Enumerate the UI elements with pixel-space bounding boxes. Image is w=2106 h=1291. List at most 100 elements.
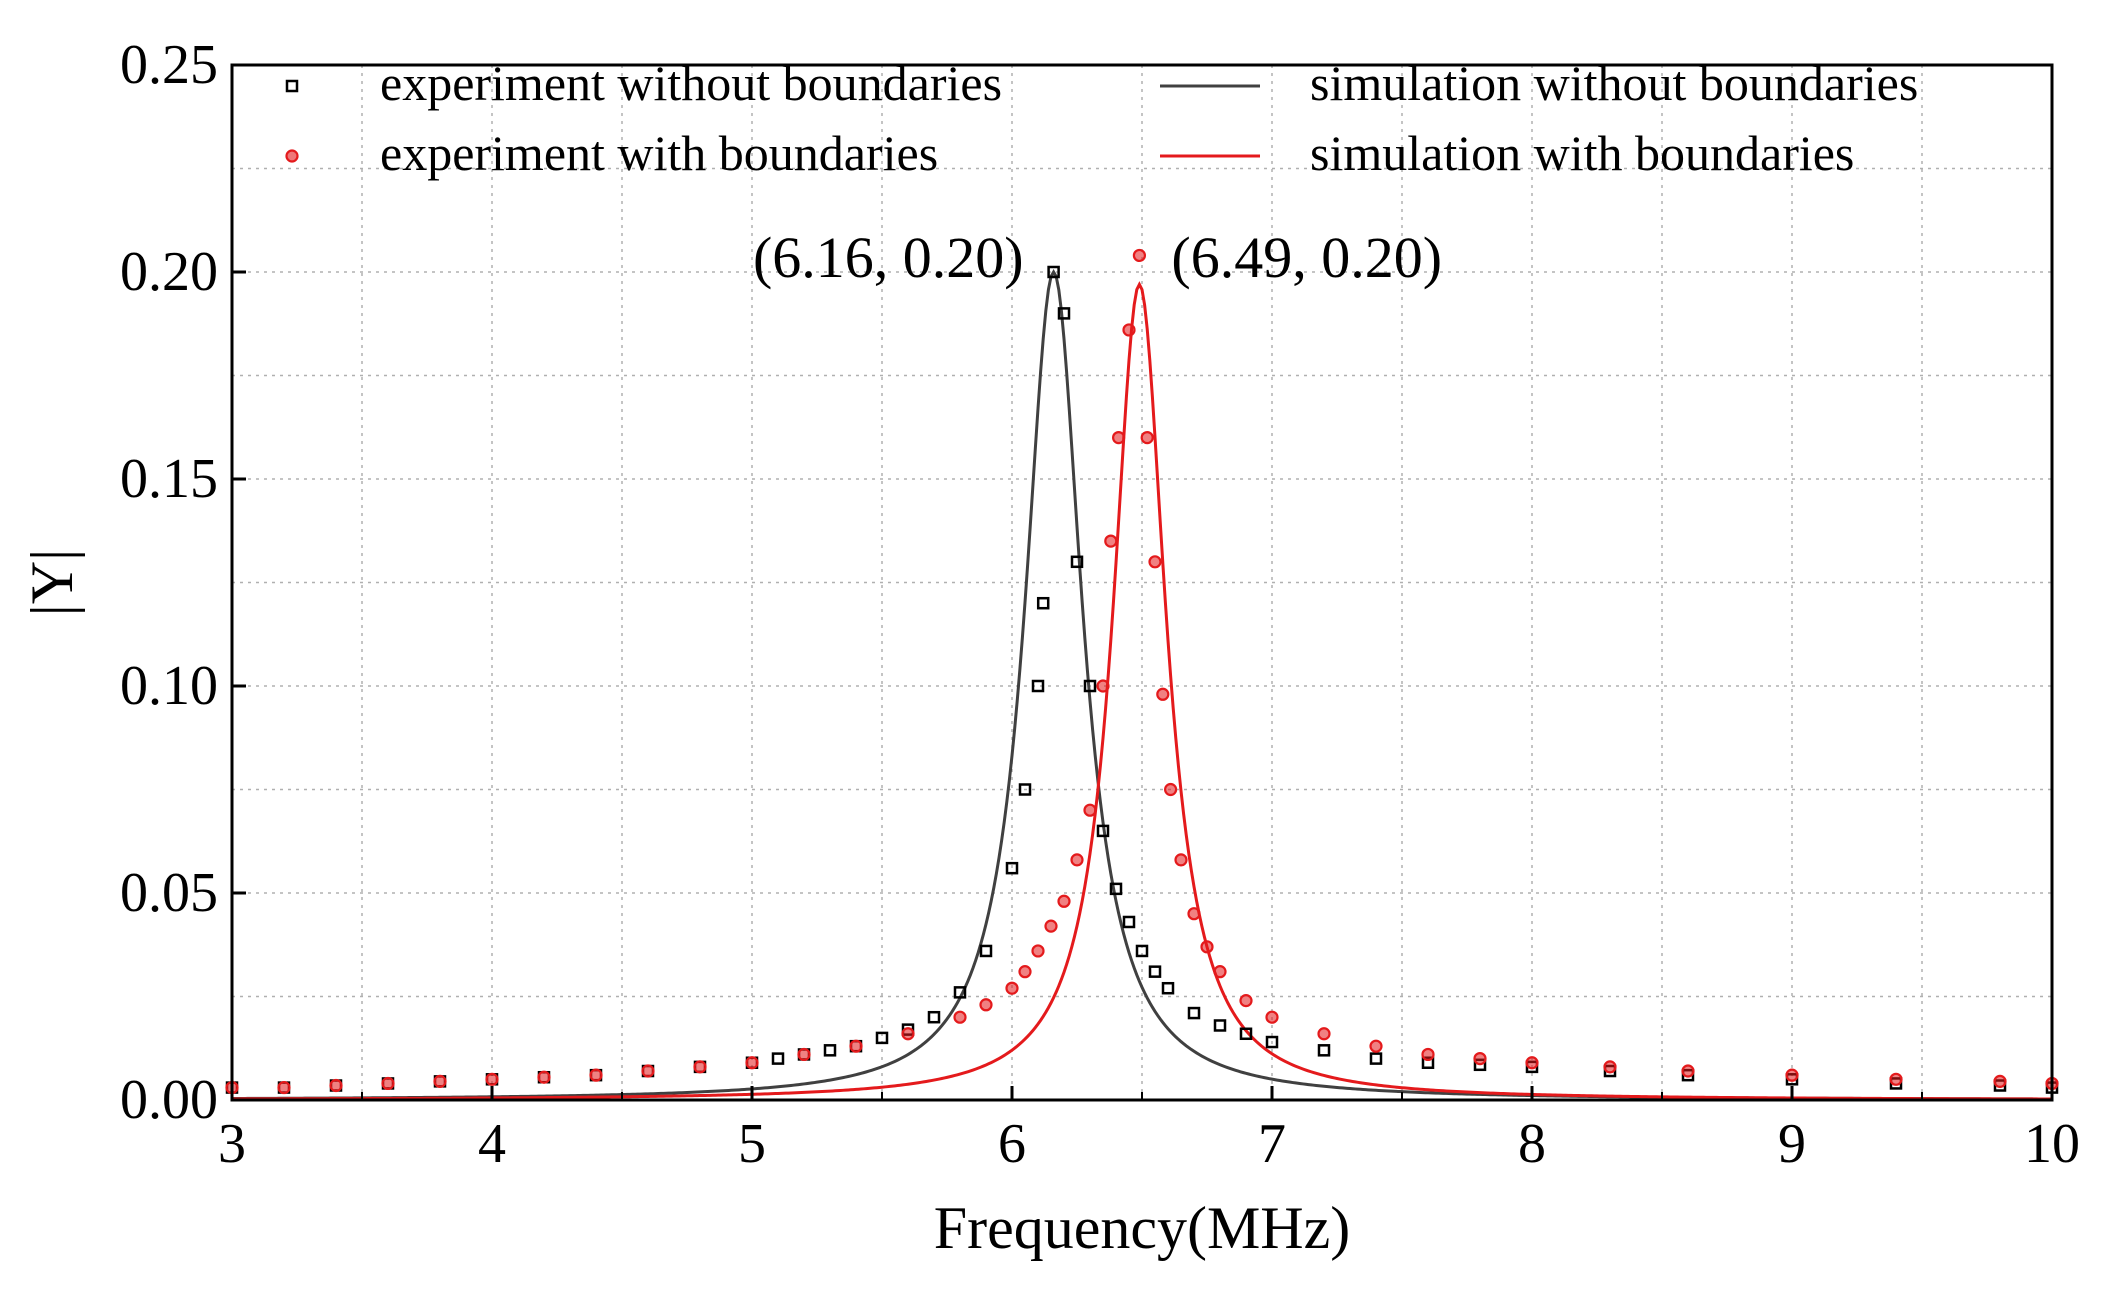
data-point-square bbox=[979, 944, 993, 958]
legend-label: simulation with boundaries bbox=[1310, 125, 1854, 181]
data-point-circle bbox=[1473, 1051, 1487, 1066]
data-point-square bbox=[927, 1010, 941, 1024]
data-point-circle bbox=[1317, 1027, 1331, 1041]
y-axis-title: |Y| bbox=[19, 549, 85, 616]
data-point-circle bbox=[1122, 323, 1136, 337]
data-point-circle bbox=[433, 1074, 447, 1088]
data-point-square bbox=[1018, 783, 1032, 796]
data-point-circle bbox=[381, 1076, 395, 1091]
series-line-3 bbox=[231, 281, 2053, 1101]
data-point-square bbox=[1036, 596, 1050, 610]
legend-circle-marker bbox=[285, 149, 299, 163]
data-point-circle bbox=[641, 1064, 655, 1078]
legend-label: experiment without boundaries bbox=[380, 55, 1002, 111]
data-point-circle bbox=[745, 1056, 759, 1070]
data-point-square bbox=[1213, 1019, 1227, 1032]
data-point-circle bbox=[1005, 981, 1019, 995]
data-point-circle bbox=[1156, 687, 1170, 701]
data-point-square bbox=[1031, 679, 1045, 693]
x-tick-label: 5 bbox=[738, 1113, 766, 1175]
peak-annotation: (6.16, 0.20) bbox=[753, 225, 1024, 290]
data-point-circle bbox=[1070, 853, 1084, 867]
y-tick-label: 0.00 bbox=[120, 1069, 218, 1131]
data-point-circle bbox=[1148, 555, 1162, 569]
data-point-square bbox=[1265, 1035, 1279, 1049]
data-point-circle bbox=[1889, 1072, 1903, 1086]
data-point-square bbox=[823, 1044, 837, 1057]
data-point-square bbox=[875, 1031, 889, 1045]
data-point-circle bbox=[1104, 534, 1118, 548]
data-point-square bbox=[1122, 915, 1136, 929]
x-tick-label: 7 bbox=[1258, 1113, 1286, 1175]
data-point-circle bbox=[1369, 1039, 1383, 1053]
data-point-circle bbox=[849, 1039, 863, 1053]
legend-label: experiment with boundaries bbox=[380, 125, 938, 181]
data-point-circle bbox=[979, 998, 993, 1012]
data-point-circle bbox=[1140, 431, 1154, 445]
x-tick-label: 6 bbox=[998, 1113, 1026, 1175]
data-point-square bbox=[1057, 307, 1071, 320]
data-point-square bbox=[1148, 965, 1162, 978]
series-points bbox=[225, 248, 2059, 1095]
data-point-circle bbox=[589, 1068, 603, 1082]
legend: experiment without boundaries experiment … bbox=[285, 55, 1918, 181]
y-tick-label: 0.15 bbox=[120, 448, 218, 510]
data-point-circle bbox=[1200, 940, 1214, 954]
data-point-square bbox=[1135, 944, 1149, 958]
data-point-square bbox=[953, 986, 967, 999]
data-point-circle bbox=[1785, 1068, 1799, 1082]
y-tick-label: 0.05 bbox=[120, 862, 218, 924]
y-tick-label: 0.25 bbox=[120, 34, 218, 96]
annotations: (6.16, 0.20) (6.49, 0.20) bbox=[753, 225, 1442, 290]
legend-label: simulation without boundaries bbox=[1310, 55, 1918, 111]
y-tick-label: 0.10 bbox=[120, 655, 218, 717]
data-point-circle bbox=[537, 1070, 551, 1084]
data-point-circle bbox=[1213, 965, 1227, 979]
data-point-square bbox=[1317, 1044, 1331, 1057]
data-point-square bbox=[1369, 1052, 1383, 1065]
data-point-circle bbox=[797, 1047, 811, 1062]
data-point-circle bbox=[1603, 1060, 1617, 1074]
data-point-circle bbox=[1265, 1010, 1279, 1024]
data-point-circle bbox=[1083, 803, 1097, 817]
data-point-square bbox=[1239, 1027, 1253, 1041]
legend-square-marker bbox=[285, 79, 299, 93]
x-tick-label: 4 bbox=[478, 1113, 506, 1175]
data-point-circle bbox=[1096, 679, 1110, 693]
axis-ticks: 3 4 5 6 7 8 9 10 0.00 0.05 0.10 0.15 0.20 0.25 bbox=[120, 34, 2080, 1175]
y-tick-label: 0.20 bbox=[120, 241, 218, 303]
data-point-square bbox=[1083, 679, 1097, 693]
series-lines bbox=[231, 268, 2053, 1101]
data-point-square bbox=[1070, 555, 1084, 569]
data-point-circle bbox=[1681, 1064, 1695, 1078]
data-point-circle bbox=[1057, 894, 1071, 908]
x-tick-label: 8 bbox=[1518, 1113, 1546, 1175]
x-axis-title: Frequency(MHz) bbox=[934, 1195, 1351, 1261]
data-point-circle bbox=[277, 1080, 291, 1095]
data-point-circle bbox=[1187, 907, 1201, 921]
data-point-circle bbox=[329, 1078, 343, 1093]
data-point-square bbox=[1161, 981, 1175, 995]
data-point-circle bbox=[1132, 248, 1147, 263]
data-point-square bbox=[1187, 1006, 1201, 1020]
x-tick-label: 10 bbox=[2024, 1113, 2080, 1175]
data-point-circle bbox=[1239, 994, 1253, 1008]
x-tick-label: 9 bbox=[1778, 1113, 1806, 1175]
data-point-square bbox=[1047, 265, 1060, 279]
data-point-square bbox=[771, 1052, 785, 1065]
data-point-circle bbox=[1525, 1056, 1539, 1070]
data-point-circle bbox=[1421, 1047, 1435, 1062]
peak-annotation: (6.49, 0.20) bbox=[1171, 225, 1442, 290]
data-point-circle bbox=[1044, 919, 1058, 933]
data-point-circle bbox=[953, 1010, 967, 1024]
x-tick-label: 3 bbox=[218, 1113, 246, 1175]
data-point-square bbox=[1109, 882, 1123, 896]
data-point-circle bbox=[693, 1060, 707, 1074]
data-point-square bbox=[1096, 824, 1110, 838]
data-point-circle bbox=[901, 1027, 915, 1041]
data-point-circle bbox=[485, 1072, 499, 1086]
data-point-circle bbox=[1018, 965, 1032, 979]
data-point-circle bbox=[1163, 782, 1178, 797]
data-point-square bbox=[1005, 861, 1019, 875]
